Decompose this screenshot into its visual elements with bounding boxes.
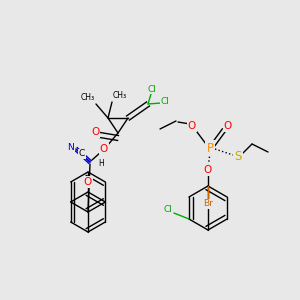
Text: H: H [98,160,104,169]
Text: O: O [84,177,92,187]
Text: O: O [224,121,232,131]
Text: O: O [188,121,196,131]
Text: Cl: Cl [164,205,172,214]
Text: C: C [79,149,85,158]
Text: O: O [204,165,212,175]
Text: Cl: Cl [148,85,156,94]
Text: P: P [206,142,214,154]
Text: S: S [234,149,242,163]
Text: O: O [91,127,99,137]
Text: CH₃: CH₃ [81,93,95,102]
Text: Br: Br [203,200,213,208]
Text: CH₃: CH₃ [113,91,127,100]
Text: O: O [100,144,108,154]
Text: N: N [68,142,74,152]
Text: Cl: Cl [160,97,169,106]
